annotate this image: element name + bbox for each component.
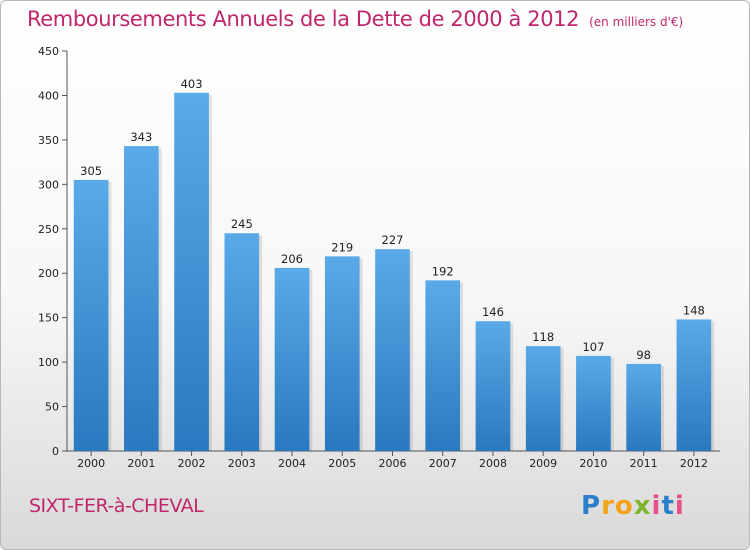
bar-2006 [375,249,410,451]
x-tick-label: 2005 [328,457,356,470]
x-tick-label: 2001 [127,457,155,470]
x-tick-label: 2012 [680,457,708,470]
y-tick-label: 0 [52,445,59,458]
bar-2004 [274,267,310,451]
y-tick-label: 50 [45,401,59,414]
value-label: 118 [532,330,554,344]
bar-2000 [73,179,109,451]
x-tick-label: 2004 [278,457,306,470]
y-tick-label: 150 [38,312,59,325]
x-tick-label: 2003 [228,457,256,470]
value-label: 305 [80,164,102,178]
logo-letter: P [581,491,602,521]
bar-2010 [576,355,611,451]
value-label: 146 [482,305,504,319]
proxiti-logo: Proxiti [581,491,685,521]
value-label: 227 [382,233,404,247]
x-tick-label: 2000 [77,457,105,470]
y-tick-label: 450 [38,45,59,58]
value-label: 219 [331,240,353,254]
bar-2002 [174,92,209,452]
value-label: 107 [582,340,604,354]
value-label: 192 [432,264,454,278]
commune-name: SIXT-FER-à-CHEVAL [29,495,204,517]
x-tick-label: 2007 [429,457,457,470]
y-tick-label: 250 [38,223,59,236]
value-label: 148 [683,303,705,317]
chart-title-text: Remboursements Annuels de la Dette de 20… [27,7,580,31]
x-tick-label: 2002 [178,457,206,470]
logo-letter: x [633,491,652,521]
chart-subtitle: (en milliers d'€) [589,15,684,29]
y-tick-label: 100 [38,356,59,369]
bar-2007 [425,280,461,451]
y-tick-label: 300 [38,178,59,191]
logo-letter: i [651,491,662,521]
bar-2011 [626,363,661,451]
chart-title: Remboursements Annuels de la Dette de 20… [27,7,683,31]
bar-2001 [124,146,159,451]
logo-letter: r [601,491,615,521]
bar-2012 [676,319,712,451]
logo-letter: t [661,491,675,521]
y-tick-label: 200 [38,267,59,280]
logo-letter: o [614,491,634,521]
x-tick-label: 2008 [479,457,507,470]
value-label: 343 [130,130,152,144]
value-label: 98 [636,348,651,362]
value-label: 206 [281,252,303,266]
x-tick-label: 2010 [579,457,607,470]
x-tick-label: 2009 [529,457,557,470]
value-label: 403 [181,77,203,91]
y-tick-label: 350 [38,134,59,147]
y-tick-label: 400 [38,89,59,102]
bar-2008 [475,321,511,451]
value-label: 245 [231,217,253,231]
bar-2005 [324,256,360,451]
x-tick-label: 2006 [379,457,407,470]
bar-2009 [525,346,561,451]
x-tick-label: 2011 [630,457,658,470]
bar-2003 [224,233,260,451]
logo-letter: i [674,491,685,521]
